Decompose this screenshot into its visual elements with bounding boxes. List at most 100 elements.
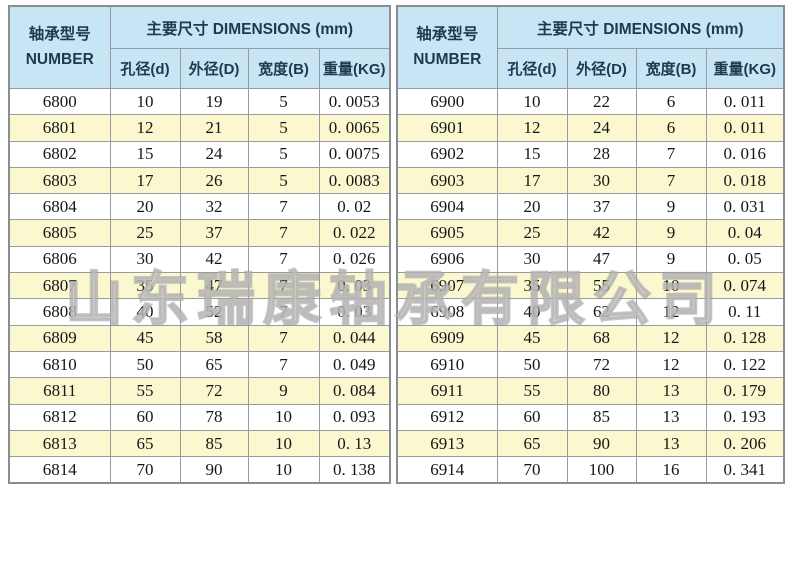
column-header-width-b: 宽度(B) <box>247 48 320 89</box>
cell-outer-d: 85 <box>179 429 249 458</box>
table-row: 6911 55 80 13 0. 179 <box>396 377 785 405</box>
cell-outer-d: 26 <box>179 166 249 195</box>
cell-width-b: 9 <box>635 193 707 221</box>
cell-weight-kg: 0. 011 <box>705 87 785 116</box>
bearing-table-6900-series: 轴承型号 NUMBER 主要尺寸 DIMENSIONS (mm) 孔径(d) 外… <box>396 5 785 485</box>
cell-bore-d: 35 <box>496 272 568 300</box>
cell-width-b: 7 <box>247 298 320 326</box>
table-row: 6913 65 90 13 0. 206 <box>396 429 785 458</box>
cell-outer-d: 47 <box>566 245 637 274</box>
cell-weight-kg: 0. 04 <box>705 219 785 247</box>
cell-outer-d: 24 <box>566 114 637 142</box>
cell-weight-kg: 0. 13 <box>318 429 391 458</box>
cell-outer-d: 55 <box>566 272 637 300</box>
table-row: 6810 50 65 7 0. 049 <box>8 350 391 379</box>
cell-bore-d: 30 <box>496 245 568 274</box>
cell-number: 6812 <box>8 403 111 431</box>
cell-width-b: 5 <box>247 114 320 142</box>
cell-weight-kg: 0. 049 <box>318 350 391 379</box>
cell-width-b: 9 <box>635 219 707 247</box>
cell-outer-d: 90 <box>566 429 637 458</box>
cell-bore-d: 40 <box>109 298 181 326</box>
cell-weight-kg: 0. 122 <box>705 350 785 379</box>
table-row: 6801 12 21 5 0. 0065 <box>8 114 391 142</box>
cell-weight-kg: 0. 128 <box>705 324 785 352</box>
cell-outer-d: 78 <box>179 403 249 431</box>
column-header-outer-d: 外径(D) <box>179 48 249 89</box>
cell-width-b: 13 <box>635 403 707 431</box>
cell-number: 6811 <box>8 377 111 405</box>
table-row: 6812 60 78 10 0. 093 <box>8 403 391 431</box>
column-header-weight-kg: 重量(KG) <box>705 48 785 89</box>
cell-bore-d: 60 <box>496 403 568 431</box>
cell-width-b: 7 <box>247 245 320 274</box>
cell-width-b: 7 <box>247 272 320 300</box>
cell-outer-d: 28 <box>566 140 637 168</box>
cell-bore-d: 15 <box>109 140 181 168</box>
spec-sheet: 轴承型号 NUMBER 主要尺寸 DIMENSIONS (mm) 孔径(d) 外… <box>8 5 785 485</box>
cell-number: 6810 <box>8 350 111 379</box>
cell-number: 6911 <box>396 377 498 405</box>
table-row: 6905 25 42 9 0. 04 <box>396 219 785 247</box>
bearing-table-6800-series: 轴承型号 NUMBER 主要尺寸 DIMENSIONS (mm) 孔径(d) 外… <box>8 5 391 485</box>
cell-width-b: 13 <box>635 377 707 405</box>
cell-width-b: 7 <box>247 324 320 352</box>
cell-bore-d: 20 <box>496 193 568 221</box>
cell-weight-kg: 0. 022 <box>318 219 391 247</box>
cell-weight-kg: 0. 11 <box>705 298 785 326</box>
cell-weight-kg: 0. 0075 <box>318 140 391 168</box>
cell-number: 6814 <box>8 456 111 484</box>
cell-number: 6813 <box>8 429 111 458</box>
cell-weight-kg: 0. 138 <box>318 456 391 484</box>
cell-weight-kg: 0. 05 <box>705 245 785 274</box>
cell-number: 6806 <box>8 245 111 274</box>
table-row: 6902 15 28 7 0. 016 <box>396 140 785 168</box>
cell-number: 6912 <box>396 403 498 431</box>
cell-outer-d: 42 <box>566 219 637 247</box>
cell-width-b: 13 <box>635 429 707 458</box>
table-row: 6803 17 26 5 0. 0083 <box>8 166 391 195</box>
table-row: 6907 35 55 10 0. 074 <box>396 272 785 300</box>
cell-bore-d: 12 <box>496 114 568 142</box>
cell-width-b: 7 <box>635 166 707 195</box>
table-row: 6908 40 62 12 0. 11 <box>396 298 785 326</box>
cell-bore-d: 35 <box>109 272 181 300</box>
cell-number: 6902 <box>396 140 498 168</box>
cell-weight-kg: 0. 074 <box>705 272 785 300</box>
cell-number: 6804 <box>8 193 111 221</box>
cell-width-b: 10 <box>247 456 320 484</box>
cell-outer-d: 68 <box>566 324 637 352</box>
cell-weight-kg: 0. 193 <box>705 403 785 431</box>
cell-width-b: 12 <box>635 324 707 352</box>
cell-number: 6808 <box>8 298 111 326</box>
cell-width-b: 10 <box>247 403 320 431</box>
cell-weight-kg: 0. 018 <box>705 166 785 195</box>
cell-width-b: 9 <box>635 245 707 274</box>
number-header-cn: 轴承型号 <box>28 26 91 44</box>
number-header-en: NUMBER <box>25 50 94 68</box>
table-row: 6903 17 30 7 0. 018 <box>396 166 785 195</box>
cell-outer-d: 100 <box>566 456 637 484</box>
cell-width-b: 10 <box>247 429 320 458</box>
cell-outer-d: 72 <box>179 377 249 405</box>
cell-width-b: 9 <box>247 377 320 405</box>
cell-width-b: 7 <box>247 219 320 247</box>
column-header-width-b: 宽度(B) <box>635 48 707 89</box>
cell-outer-d: 72 <box>566 350 637 379</box>
cell-outer-d: 90 <box>179 456 249 484</box>
cell-weight-kg: 0. 093 <box>318 403 391 431</box>
cell-outer-d: 32 <box>179 193 249 221</box>
table-row: 6901 12 24 6 0. 011 <box>396 114 785 142</box>
cell-width-b: 7 <box>635 140 707 168</box>
cell-bore-d: 10 <box>109 87 181 116</box>
cell-bore-d: 55 <box>109 377 181 405</box>
cell-number: 6801 <box>8 114 111 142</box>
column-header-outer-d: 外径(D) <box>566 48 637 89</box>
cell-outer-d: 80 <box>566 377 637 405</box>
cell-outer-d: 30 <box>566 166 637 195</box>
cell-number: 6914 <box>396 456 498 484</box>
table-row: 6809 45 58 7 0. 044 <box>8 324 391 352</box>
cell-outer-d: 21 <box>179 114 249 142</box>
table-header: 轴承型号 NUMBER 主要尺寸 DIMENSIONS (mm) 孔径(d) 外… <box>396 5 785 89</box>
cell-outer-d: 52 <box>179 298 249 326</box>
